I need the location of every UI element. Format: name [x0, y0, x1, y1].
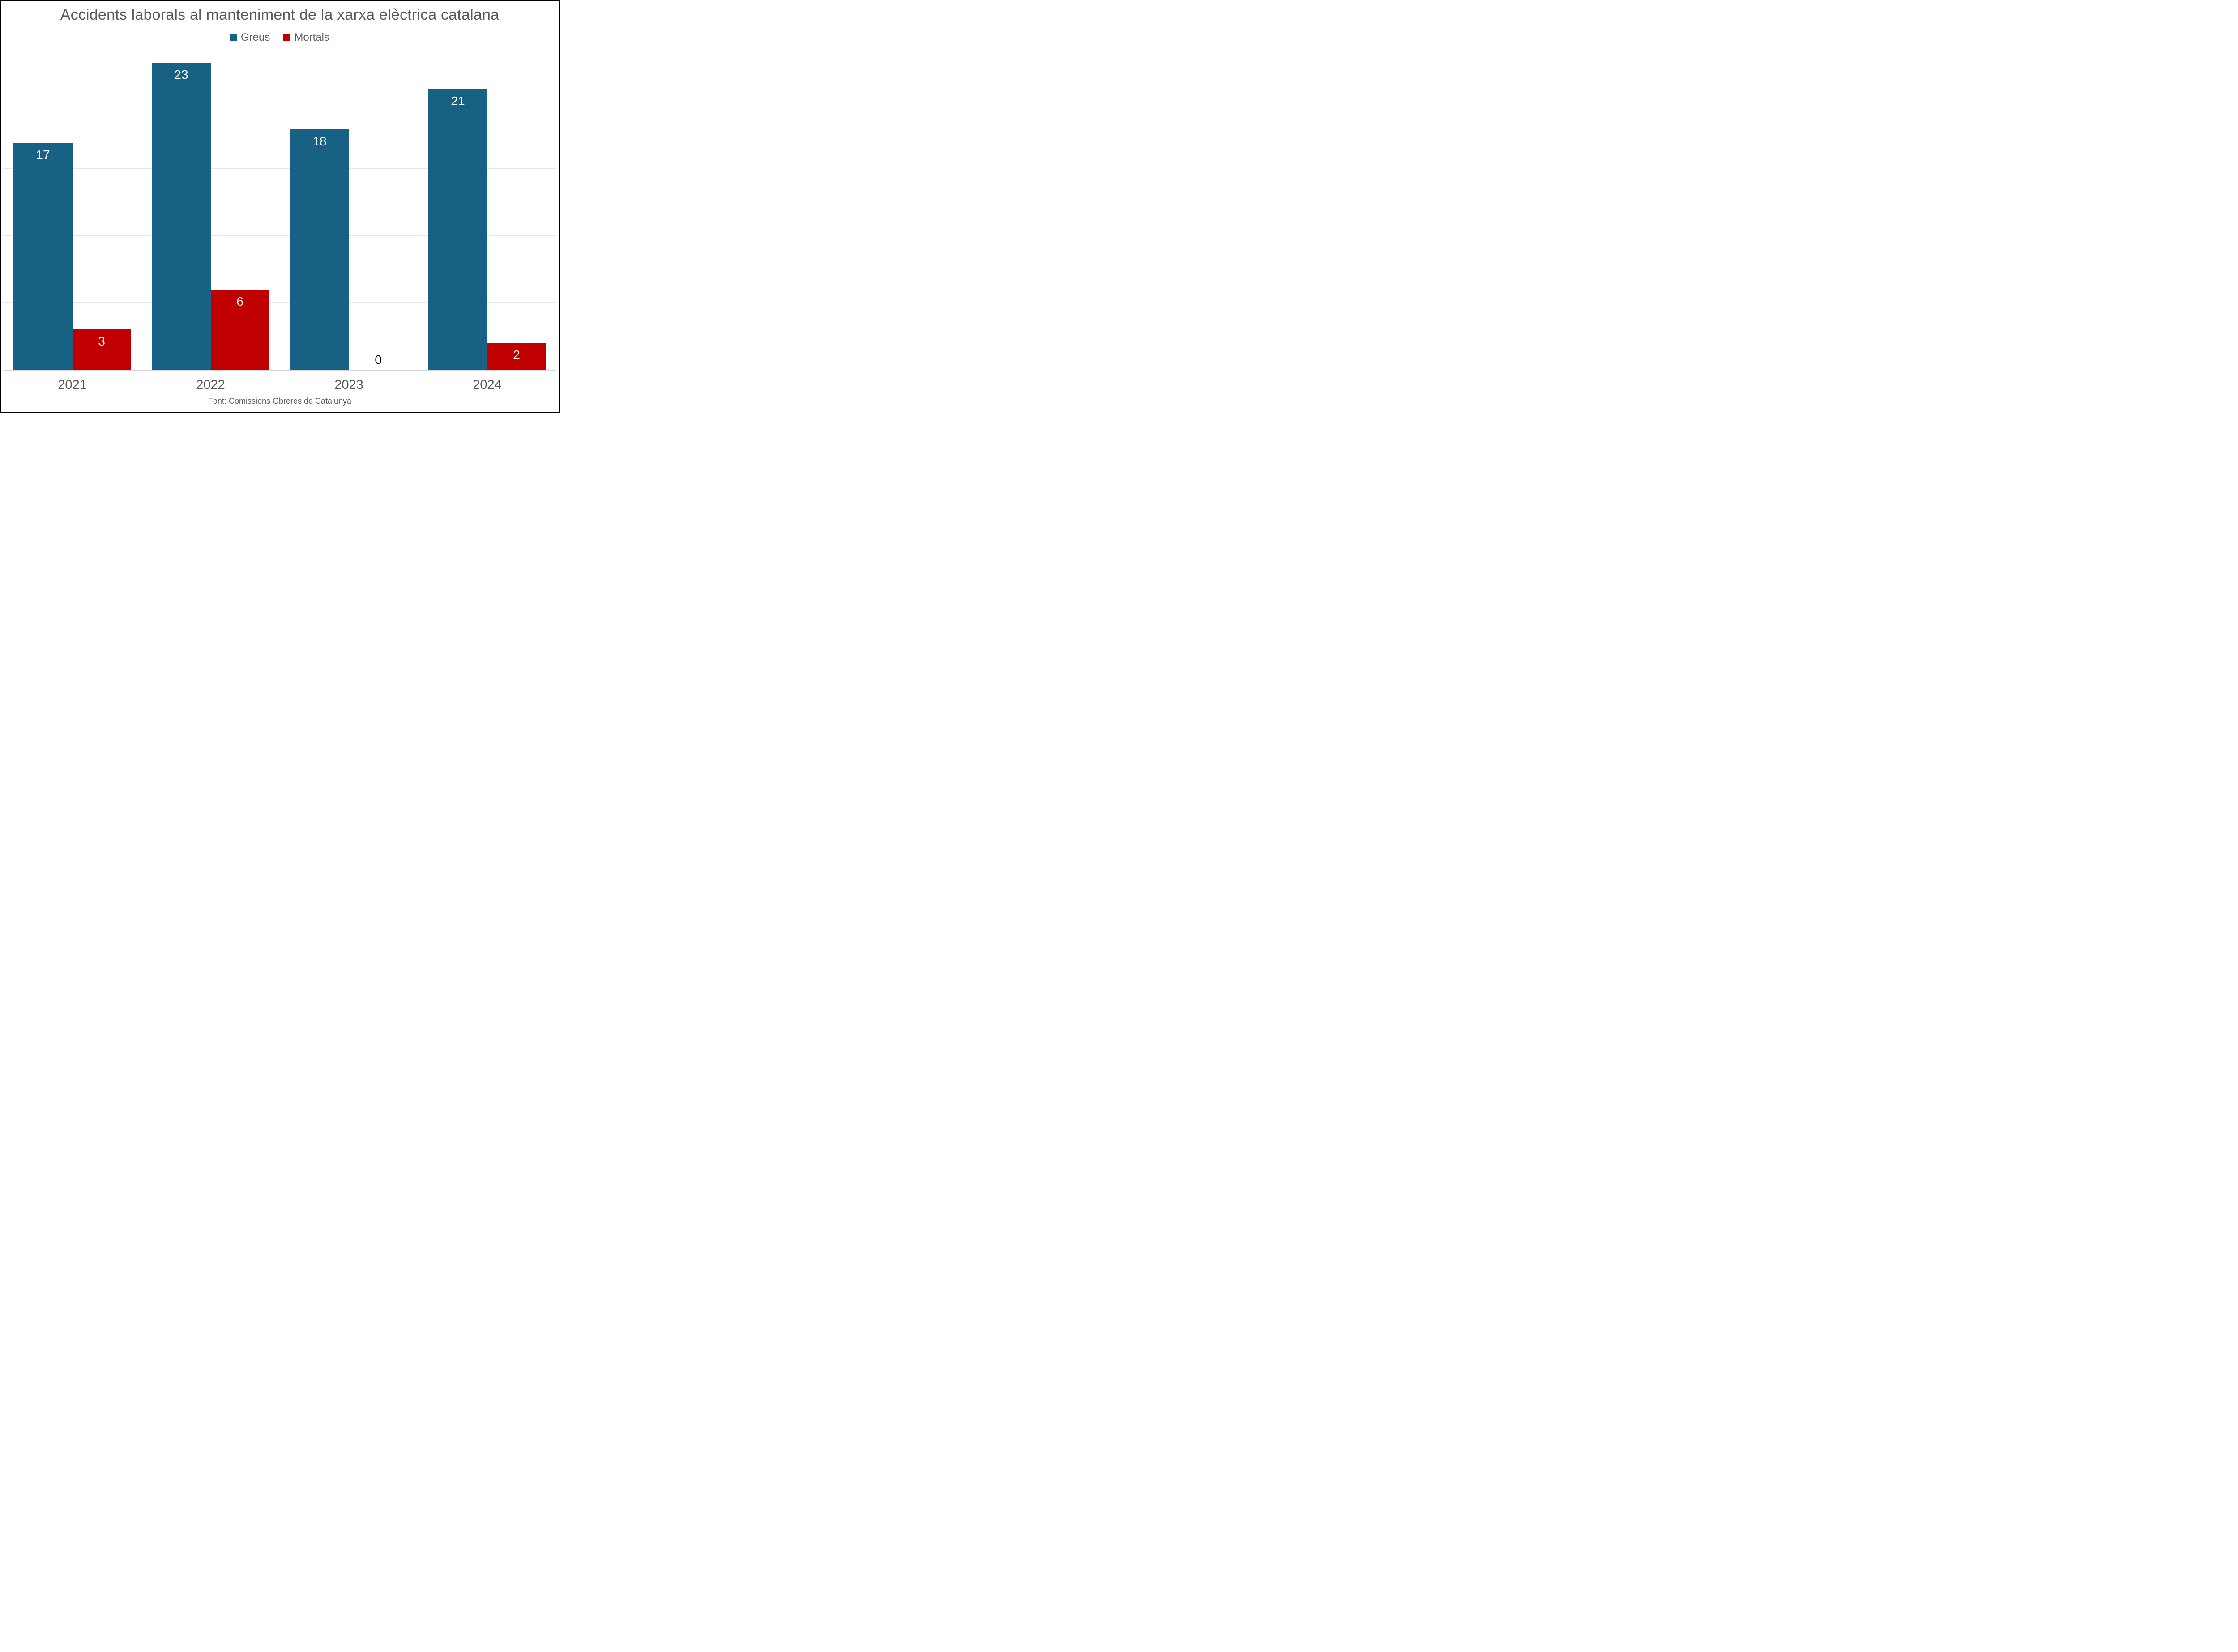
- legend-swatch-greus: [230, 34, 237, 41]
- gridline-5: [3, 302, 556, 303]
- x-axis-label-2024: 2024: [473, 378, 502, 392]
- bar-label-greus-2022: 23: [174, 67, 188, 81]
- x-axis-label-2021: 2021: [58, 378, 87, 392]
- x-axis-line: [3, 370, 556, 371]
- bar-label-mortals-2023: 0: [375, 353, 382, 367]
- plot-area: 17 3 23 6 18 0 21 2: [3, 36, 556, 371]
- x-axis: 2021 2022 2023 2024: [3, 378, 556, 393]
- x-axis-label-2022: 2022: [196, 378, 225, 392]
- source-note: Font: Comissions Obreres de Catalunya: [208, 397, 352, 406]
- bar-label-greus-2021: 17: [36, 147, 50, 162]
- bar-mortals-2021: 3: [72, 329, 131, 370]
- bar-greus-2023: 18: [290, 129, 349, 370]
- bar-groups: 17 3 23 6 18 0 21 2: [3, 36, 556, 370]
- bar-greus-2021: 17: [13, 142, 73, 370]
- legend-label: Greus: [240, 31, 270, 43]
- x-axis-label-2023: 2023: [334, 378, 363, 392]
- bar-mortals-2024: 2: [487, 343, 546, 370]
- bar-group-2022: 23 6: [141, 36, 280, 370]
- bar-mortals-2022: 6: [210, 289, 269, 370]
- bar-label-mortals-2021: 3: [98, 334, 105, 349]
- legend-label: Mortals: [294, 31, 330, 43]
- legend-item-mortals: Mortals: [283, 31, 329, 44]
- legend-item-greus: Greus: [230, 31, 270, 44]
- bar-label-greus-2024: 21: [451, 94, 465, 108]
- bar-group-2021: 17 3: [3, 36, 141, 370]
- bar-greus-2022: 23: [152, 62, 211, 370]
- legend-swatch-mortals: [283, 34, 290, 41]
- bar-label-mortals-2022: 6: [236, 294, 243, 308]
- gridline-15: [3, 168, 556, 170]
- chart-legend: Greus Mortals: [1, 31, 559, 44]
- bar-group-2023: 18 0: [280, 36, 418, 370]
- chart-title: Accidents laborals al manteniment de la …: [60, 6, 500, 23]
- gridline-10: [3, 235, 556, 236]
- bar-group-2024: 21 2: [418, 36, 556, 370]
- chart-frame: Accidents laborals al manteniment de la …: [0, 0, 560, 413]
- bar-label-greus-2023: 18: [312, 134, 327, 148]
- bar-greus-2024: 21: [428, 89, 487, 370]
- bar-label-mortals-2024: 2: [513, 348, 520, 362]
